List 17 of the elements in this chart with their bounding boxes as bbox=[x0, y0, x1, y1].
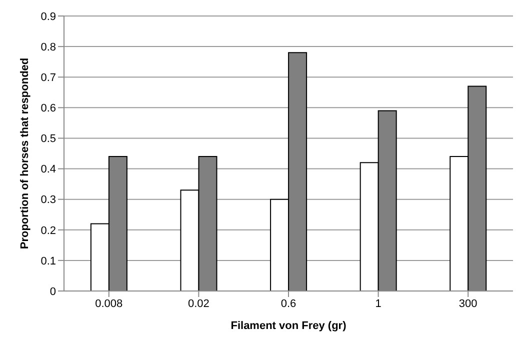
x-axis-title: Filament von Frey (gr) bbox=[230, 320, 347, 332]
x-tick-label: 0.6 bbox=[280, 298, 296, 310]
y-tick-label: 0.3 bbox=[40, 194, 56, 206]
y-tick-label: 0 bbox=[50, 286, 56, 298]
y-tick-label: 0.8 bbox=[40, 41, 56, 54]
y-tick-label: 0.4 bbox=[40, 164, 56, 176]
y-tick-label: 0.7 bbox=[40, 72, 56, 84]
y-axis-title: Proportion of horses that responded bbox=[18, 58, 31, 250]
y-tick-label: 0.6 bbox=[40, 102, 56, 115]
x-tick-label: 1 bbox=[375, 298, 382, 310]
y-tick-label: 0.2 bbox=[40, 224, 56, 237]
y-tick-label: 0.5 bbox=[40, 133, 56, 146]
y-tick-label: 0.9 bbox=[40, 10, 56, 23]
y-tick-label: 0.1 bbox=[40, 255, 56, 268]
x-tick-label: 0.008 bbox=[95, 298, 123, 310]
x-tick-label: 0.02 bbox=[188, 298, 210, 310]
x-tick-label: 300 bbox=[458, 298, 478, 310]
